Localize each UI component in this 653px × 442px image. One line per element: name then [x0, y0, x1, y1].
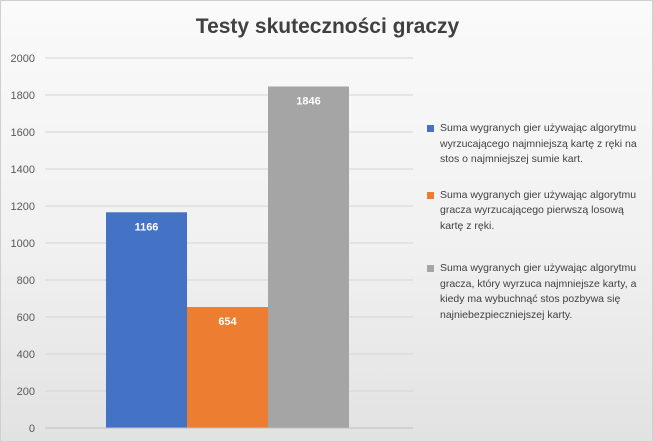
legend-label: Suma wygranych gier używając algorytmu g… [440, 262, 637, 321]
y-tick-label: 1200 [11, 201, 35, 213]
legend-label: Suma wygranych gier używając algorytmu w… [440, 122, 637, 165]
bar [106, 212, 187, 428]
y-tick-label: 800 [17, 275, 35, 287]
legend-swatch [427, 265, 434, 272]
y-tick-label: 600 [17, 312, 35, 324]
bar [187, 307, 268, 428]
legend: Suma wygranych gier używając algorytmu w… [423, 121, 647, 343]
y-tick-label: 1000 [11, 238, 35, 250]
legend-swatch [427, 125, 434, 132]
legend-label: Suma wygranych gier używając algorytmu g… [440, 188, 637, 232]
bar [268, 86, 349, 429]
legend-entry: Suma wygranych gier używając algorytmu w… [423, 121, 647, 168]
y-tick-label: 1800 [11, 90, 35, 102]
data-label: 1166 [135, 221, 159, 233]
data-label: 1846 [296, 95, 320, 107]
y-tick-label: 2000 [11, 53, 35, 65]
y-tick-label: 200 [17, 386, 35, 398]
chart-title: Testy skuteczności graczy [195, 15, 460, 38]
data-label: 654 [218, 316, 237, 328]
legend-entry: Suma wygranych gier używając algorytmu g… [423, 261, 647, 323]
legend-swatch [427, 191, 434, 199]
y-tick-label: 400 [17, 349, 35, 361]
y-tick-label: 1600 [11, 127, 35, 139]
legend-entry: Suma wygranych gier używając algorytmu g… [423, 188, 647, 235]
y-tick-label: 1400 [11, 164, 35, 176]
y-tick-label: 0 [29, 423, 35, 435]
